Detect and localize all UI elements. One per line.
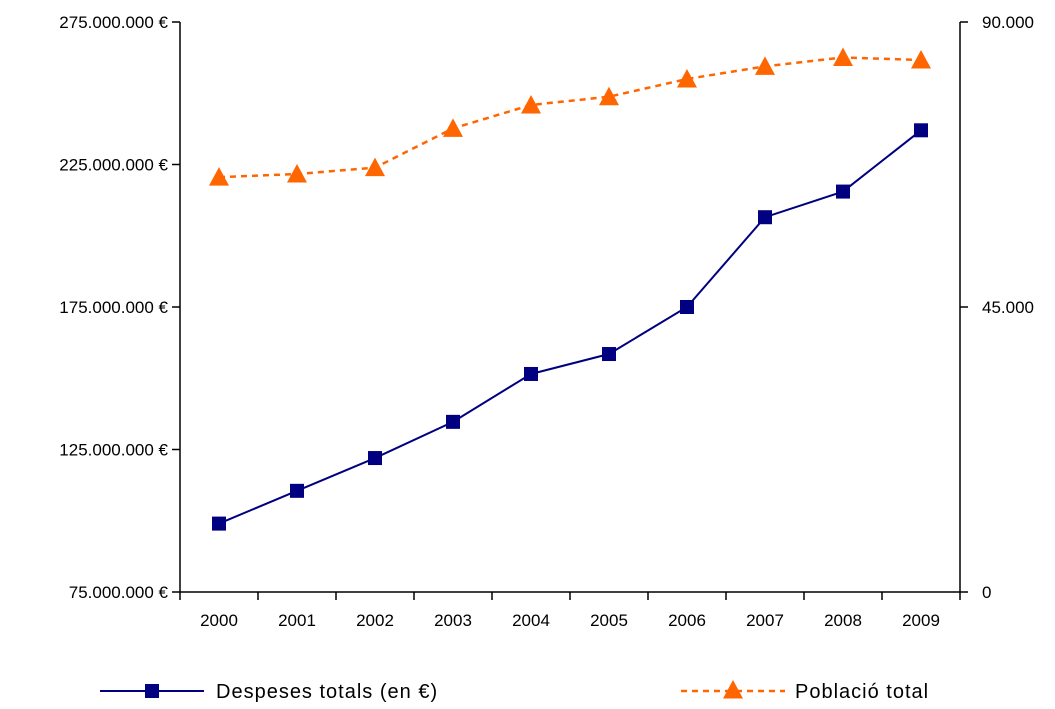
series-2: [209, 47, 931, 186]
data-point-triangle: [833, 47, 853, 66]
data-point-square: [446, 414, 460, 429]
data-point-triangle: [365, 157, 385, 177]
legend-label: Despeses totals (en €): [216, 681, 438, 703]
data-point-square: [602, 347, 616, 362]
data-point-square: [368, 451, 382, 466]
right-axis-tick-label: 45.000: [982, 298, 1034, 317]
data-point-triangle: [521, 94, 541, 114]
data-point-triangle: [599, 86, 619, 106]
left-axis-ticks: 75.000.000 € 125.000.000 € 175.000.000 € 22…: [59, 13, 180, 602]
legend-item-1: Despeses totals (en €): [100, 681, 438, 703]
legend-label: Població total: [795, 681, 929, 703]
data-point-square: [680, 300, 694, 314]
right-axis-tick-label: 90.000: [982, 13, 1034, 32]
legend-marker-triangle: [723, 680, 743, 699]
data-point-triangle: [443, 118, 463, 137]
x-axis-tick-label: 2001: [278, 611, 316, 630]
data-point-square: [836, 184, 850, 199]
x-axis-ticks: 2000 2001 2002 2003 2004 2005 2006 2007 2008 2009: [179, 592, 961, 630]
data-point-square: [290, 483, 304, 498]
x-axis-tick-label: 2006: [668, 611, 706, 630]
axes: [179, 22, 961, 593]
data-point-square: [914, 123, 928, 138]
data-point-square: [212, 516, 226, 531]
data-point-triangle: [287, 164, 307, 183]
left-axis-tick-label: 275.000.000 €: [59, 13, 168, 32]
right-axis-ticks: 0 45.000 90.000: [960, 13, 1034, 602]
series: [209, 47, 931, 531]
data-point-square: [524, 366, 538, 381]
series-1: [212, 123, 928, 531]
right-axis-tick-label: 0: [982, 583, 991, 602]
data-point-triangle: [911, 50, 931, 69]
x-axis-tick-label: 2005: [590, 611, 628, 630]
data-point-triangle: [677, 69, 697, 88]
left-axis-tick-label: 75.000.000 €: [69, 583, 169, 602]
legend-item-2: Població total: [681, 680, 929, 703]
x-axis-tick-label: 2008: [824, 611, 862, 630]
data-point-triangle: [755, 56, 775, 75]
x-axis-tick-label: 2004: [512, 611, 550, 630]
left-axis-tick-label: 225.000.000 €: [59, 156, 168, 175]
x-axis-tick-label: 2002: [356, 611, 394, 630]
x-axis-tick-label: 2007: [746, 611, 784, 630]
data-point-triangle: [209, 167, 229, 186]
series-line: [218, 56, 922, 179]
data-point-square: [758, 210, 772, 225]
x-axis-tick-label: 2000: [200, 611, 238, 630]
legend-marker-square: [145, 684, 159, 698]
x-axis-tick-label: 2009: [902, 611, 940, 630]
left-axis-tick-label: 125.000.000 €: [59, 441, 168, 460]
legend: Despeses totals (en €) Població total: [100, 680, 929, 703]
left-axis-tick-label: 175.000.000 €: [59, 298, 168, 317]
x-axis-tick-label: 2003: [434, 611, 472, 630]
series-line: [218, 129, 922, 525]
